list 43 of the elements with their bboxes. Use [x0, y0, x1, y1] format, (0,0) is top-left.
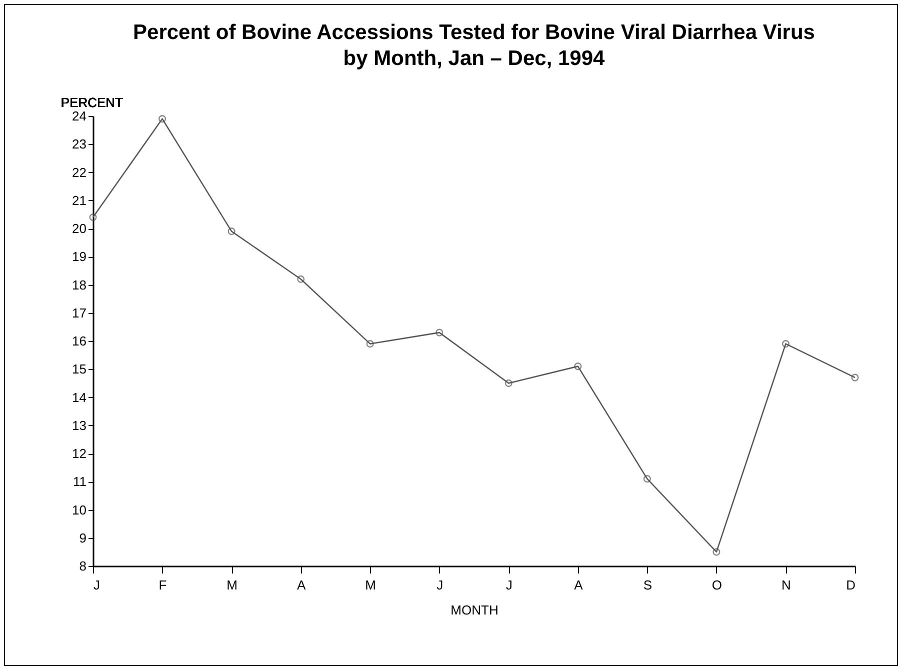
x-tick-label: F: [158, 578, 167, 592]
y-tick-label: 10: [72, 502, 86, 518]
y-tick-label: 16: [72, 334, 86, 348]
point: [504, 379, 512, 387]
point: [574, 362, 582, 370]
y-tick-label: 22: [72, 164, 86, 180]
point: [782, 340, 790, 348]
point: [228, 228, 236, 236]
y-tick-label: 11: [73, 474, 86, 490]
x-tick-label: O: [712, 578, 722, 592]
y-axis-title: PERCENT: [60, 95, 124, 110]
x-tick-label: S: [643, 578, 652, 592]
point: [436, 328, 444, 336]
point: [158, 115, 166, 123]
y-tick-label: 20: [72, 221, 86, 236]
point: [297, 275, 305, 283]
y-tick-label: 21: [72, 192, 86, 208]
y-tick-label: 23: [72, 136, 86, 152]
x-tick-label: D: [846, 578, 856, 592]
x-tick-label: M: [365, 578, 376, 592]
x-tick-label: N: [782, 578, 791, 592]
y-tick-label: 12: [72, 446, 86, 461]
x-tick-label: J: [94, 578, 100, 592]
x-tick-label: A: [574, 578, 584, 592]
y-tick-label: 14: [72, 390, 86, 405]
x-tick-label: J: [436, 578, 444, 592]
text: by Month, Jan – Dec, 1994: [343, 47, 605, 70]
x-tick-label: J: [506, 578, 512, 592]
y-tick-label: 13: [72, 418, 86, 433]
x-tick-label: A: [296, 578, 306, 592]
y-tick-label: 8: [79, 558, 86, 574]
point: [366, 340, 374, 348]
point: [643, 475, 651, 483]
y-tick-label: 18: [72, 277, 86, 292]
point: [712, 548, 720, 556]
text: Percent of Bovine Accessions Tested for Bovine Viral Diarrhea Virus: [133, 21, 815, 44]
y-tick-label: 19: [72, 249, 86, 264]
y-tick-label: 24: [72, 108, 86, 124]
y-tick-label: 9: [79, 530, 86, 546]
y-tick-label: 15: [72, 362, 86, 377]
x-tick-label: M: [226, 578, 238, 592]
y-tick-label: 17: [72, 305, 86, 320]
x-axis-title: MONTH: [450, 602, 498, 618]
